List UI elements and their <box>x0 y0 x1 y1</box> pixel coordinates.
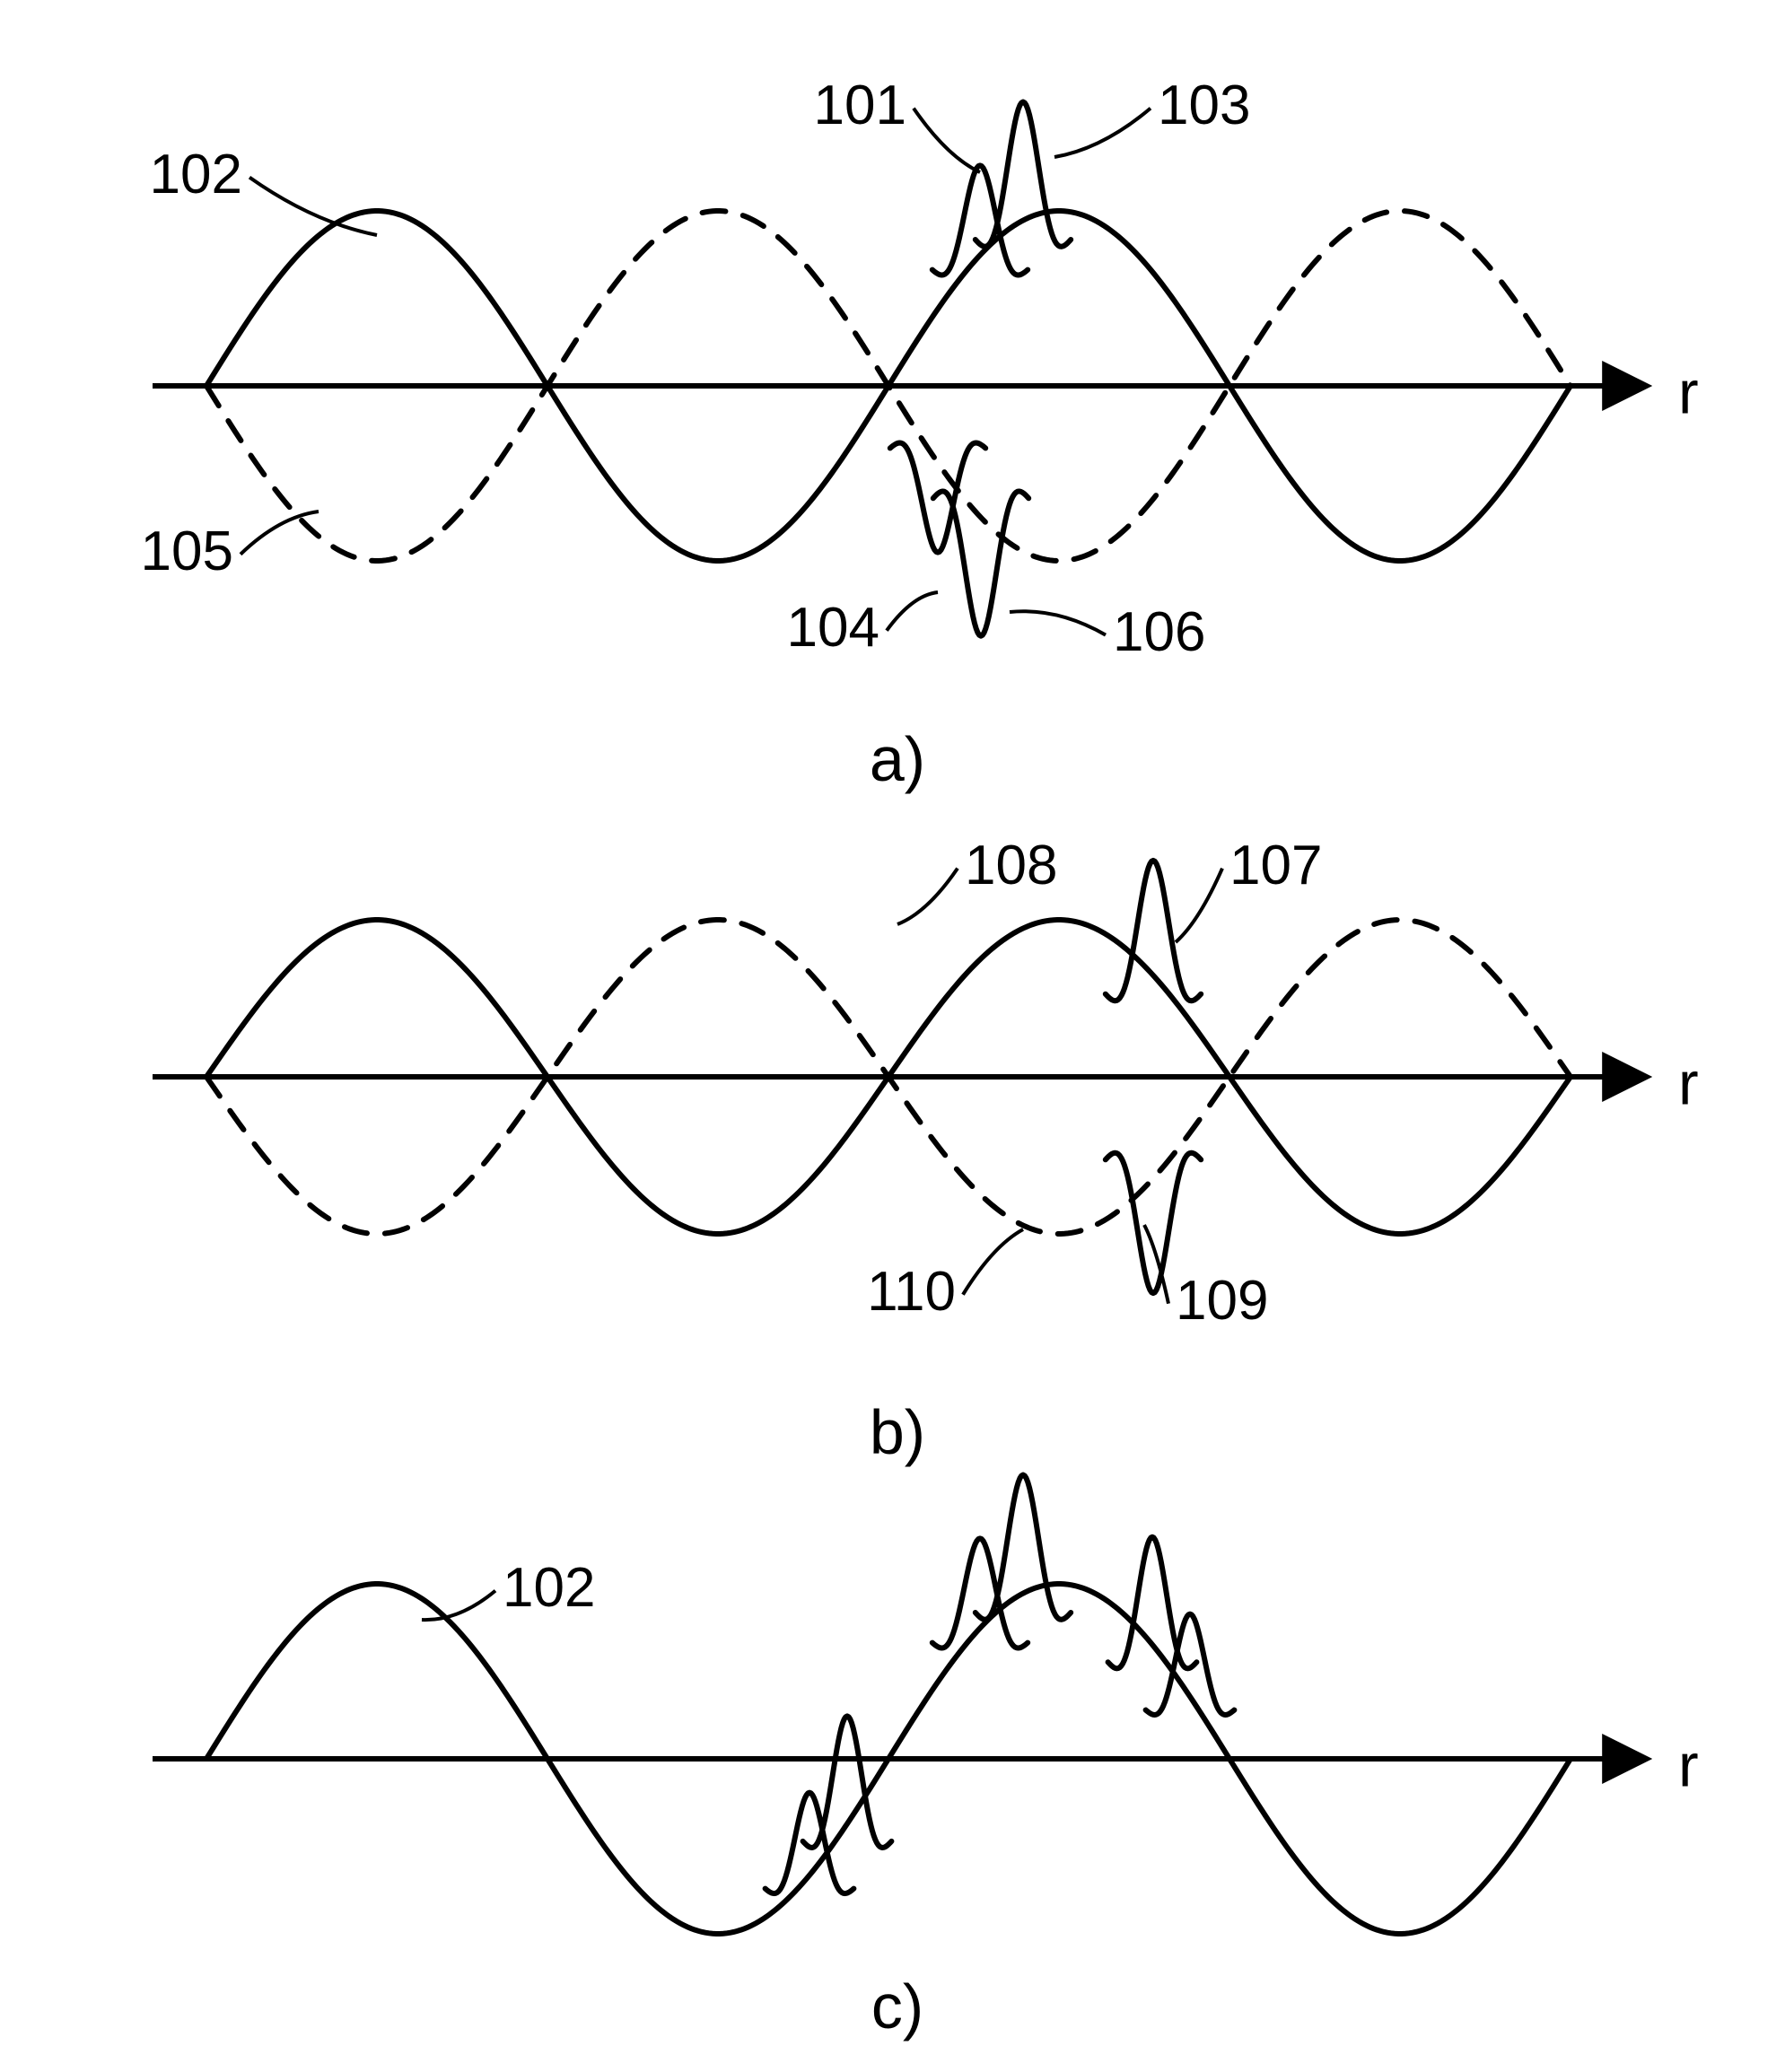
panel-label-c: c) <box>871 1971 923 2041</box>
callout-label-109: 109 <box>1176 1270 1268 1332</box>
callout-label-101: 101 <box>814 74 906 136</box>
callout-label-108: 108 <box>965 835 1057 896</box>
axis-label-b: r <box>1678 1050 1699 1118</box>
callout-label-102c: 102 <box>503 1557 595 1619</box>
callout-label-103: 103 <box>1158 74 1250 136</box>
pulse-p_c_top_b <box>976 1475 1071 1620</box>
callout-leader-104 <box>887 592 938 631</box>
callout-label-104: 104 <box>787 597 879 659</box>
callout-label-106: 106 <box>1113 601 1205 663</box>
figure-page: r 102 105 101 103 104 106 a) r 108 107 110 109 b) r 102… <box>0 0 1785 2072</box>
callout-leader-102 <box>249 178 377 235</box>
callout-label-102: 102 <box>150 144 242 205</box>
pulse-106 <box>933 491 1028 635</box>
axis-label-a: r <box>1678 359 1699 427</box>
callout-leader-101 <box>914 109 980 172</box>
panel-label-a: a) <box>870 724 925 794</box>
panel-a: r 102 105 101 103 104 106 a) <box>141 74 1699 794</box>
callout-leader-106 <box>1010 611 1106 634</box>
callout-leader-107 <box>1176 869 1222 942</box>
panel-b: r 108 107 110 109 b) <box>153 835 1699 1467</box>
panel-c: r 102 c) <box>153 1475 1699 2041</box>
figure-svg: r 102 105 101 103 104 106 a) r 108 107 110 109 b) r 102… <box>0 0 1785 2072</box>
callout-label-105: 105 <box>141 520 233 582</box>
callout-leader-103 <box>1054 109 1151 157</box>
axis-label-c: r <box>1678 1732 1699 1800</box>
callout-label-110: 110 <box>867 1261 956 1323</box>
panel-label-b: b) <box>870 1397 925 1467</box>
callout-leader-110 <box>963 1229 1023 1295</box>
pulse-103 <box>976 102 1071 247</box>
callout-leader-108 <box>897 869 958 924</box>
callout-label-107: 107 <box>1229 835 1322 896</box>
callout-leader-105 <box>241 511 319 555</box>
pulse-104 <box>890 442 985 552</box>
